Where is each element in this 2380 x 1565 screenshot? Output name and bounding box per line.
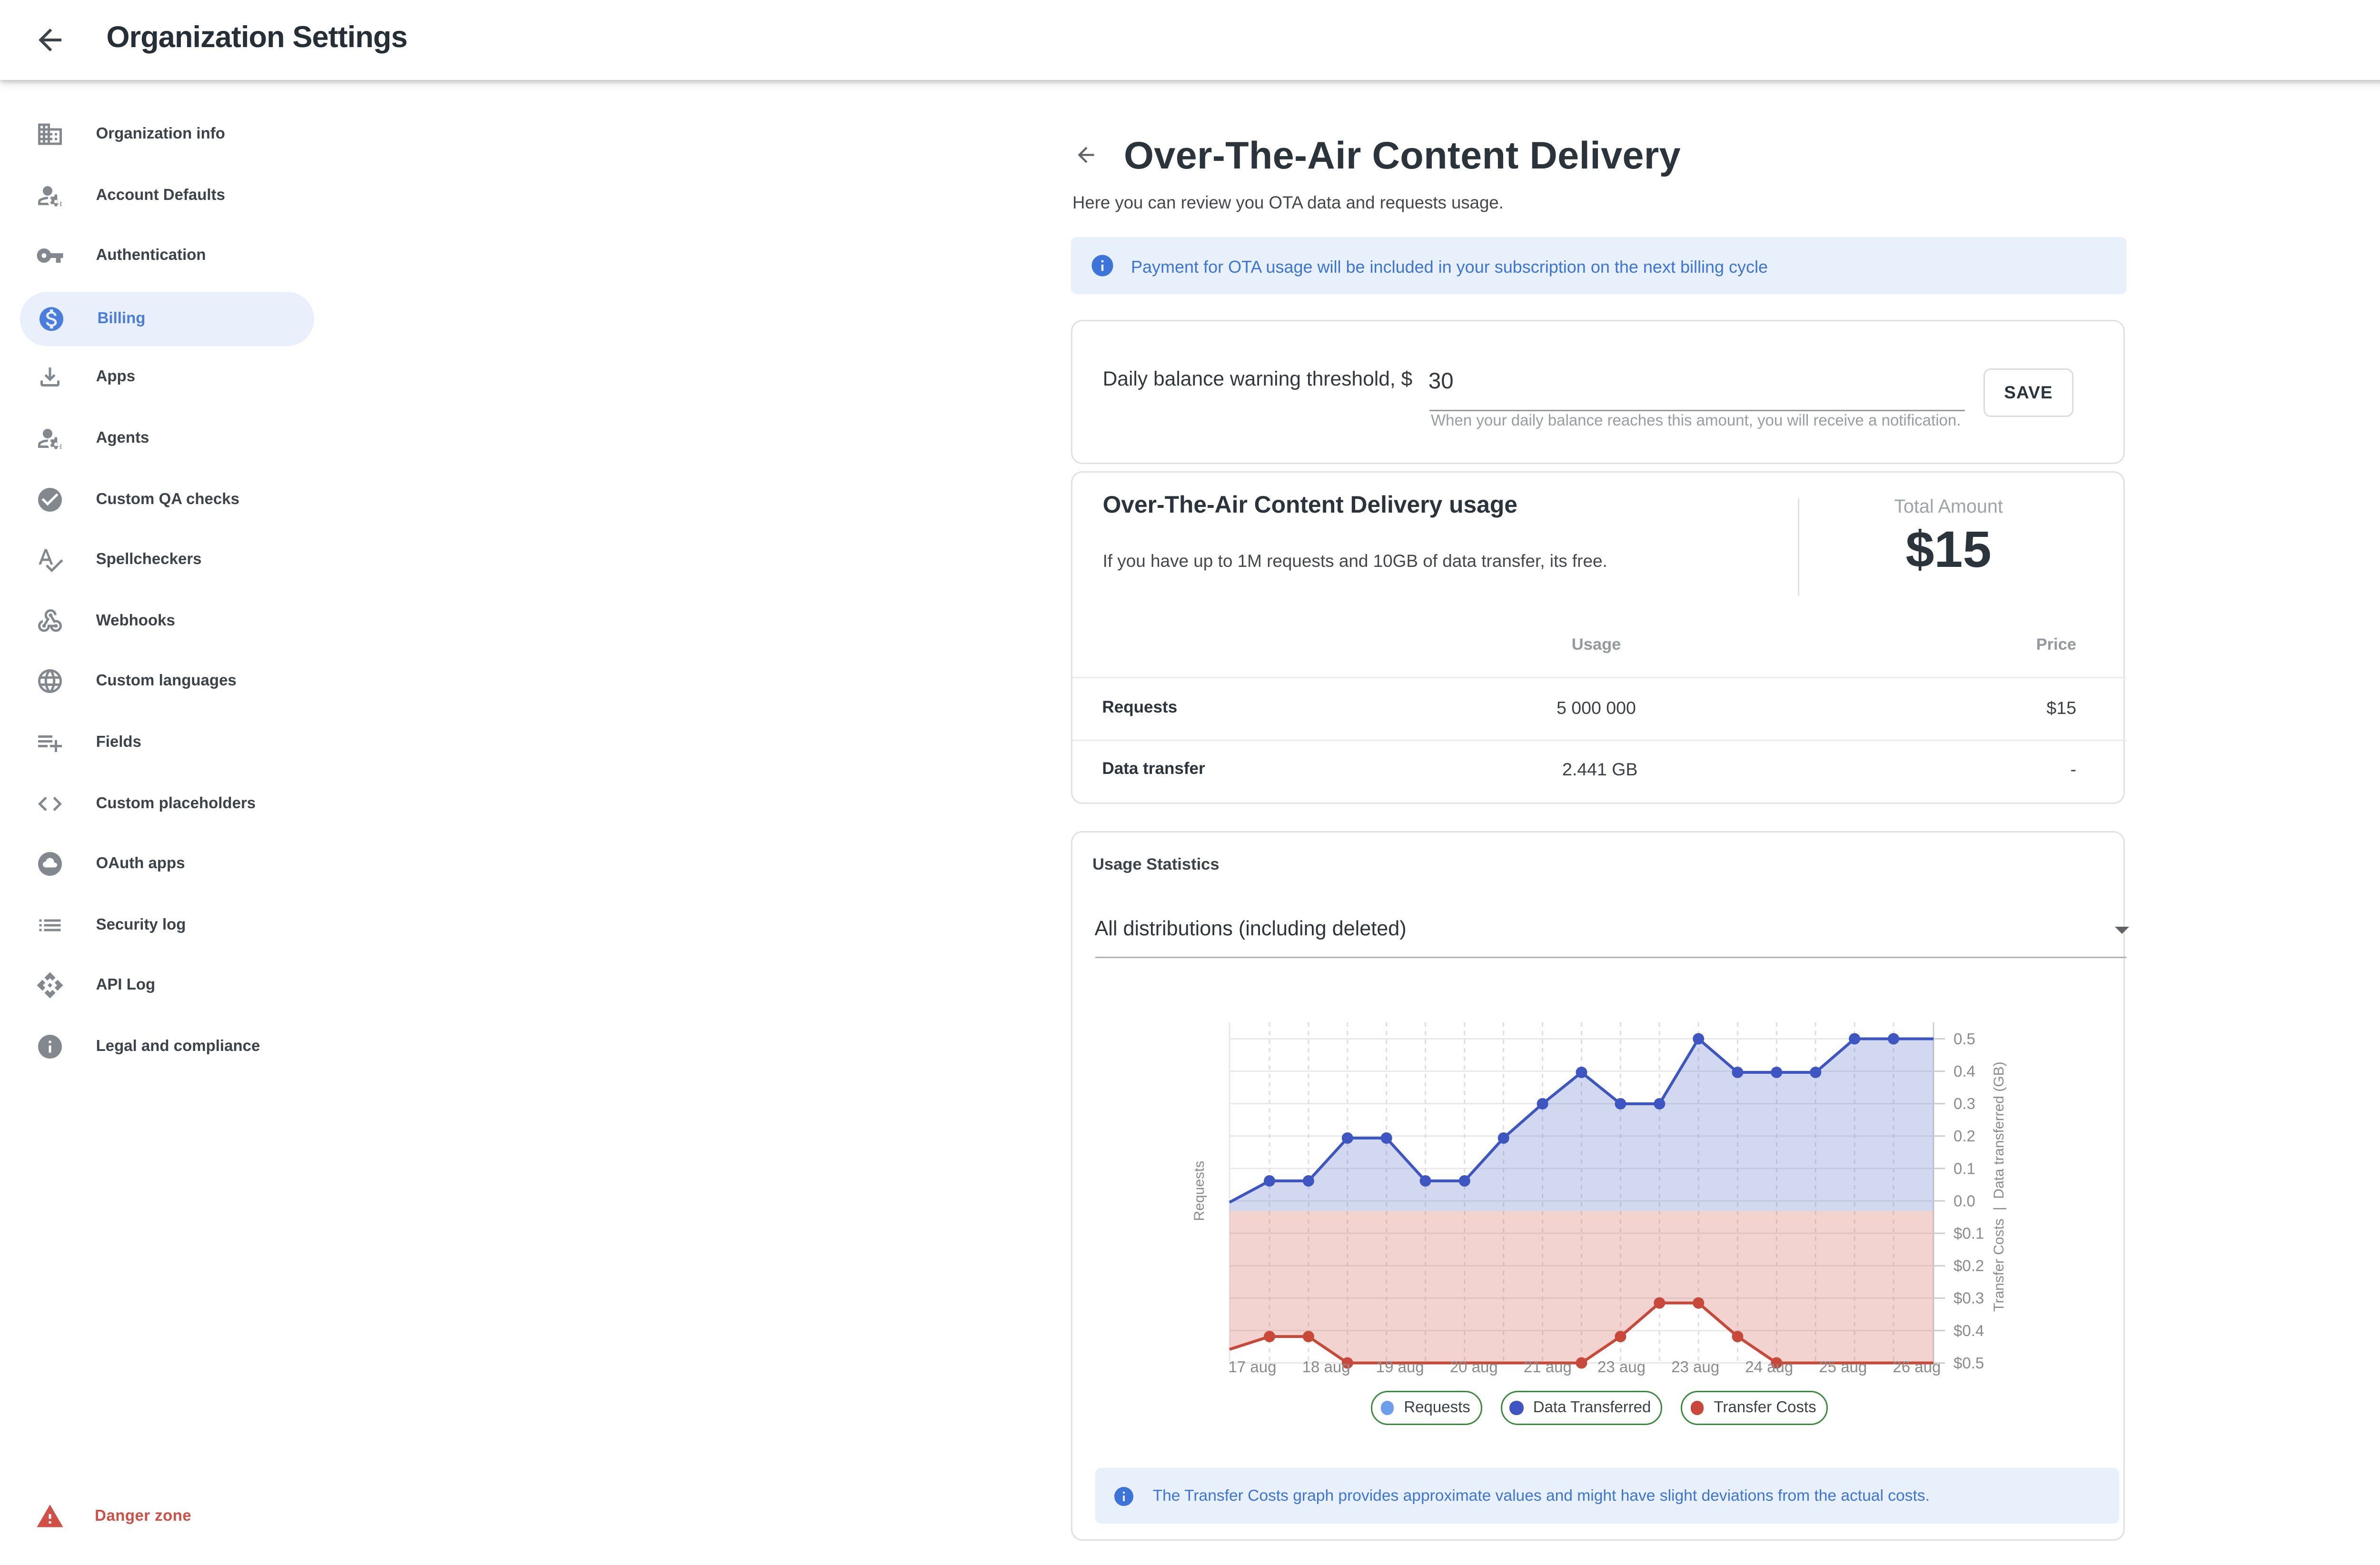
svg-text:$0.5: $0.5 xyxy=(1954,1354,1984,1372)
svg-text:17 aug: 17 aug xyxy=(1229,1358,1277,1376)
svg-text:26 aug: 26 aug xyxy=(1893,1358,1941,1376)
svg-text:19 aug: 19 aug xyxy=(1376,1358,1424,1376)
svg-text:18 aug: 18 aug xyxy=(1302,1358,1350,1376)
svg-text:$0.1: $0.1 xyxy=(1954,1225,1984,1242)
svg-text:25 aug: 25 aug xyxy=(1819,1358,1867,1376)
svg-text:23 aug: 23 aug xyxy=(1671,1358,1719,1376)
svg-text:0.0: 0.0 xyxy=(1954,1192,1975,1209)
svg-text:Transfer Costs | Data transf: Transfer Costs | Data transferred (GB) xyxy=(1991,1061,2007,1311)
svg-text:$0.4: $0.4 xyxy=(1954,1322,1984,1339)
svg-text:0.3: 0.3 xyxy=(1954,1095,1975,1112)
svg-text:23 aug: 23 aug xyxy=(1597,1358,1646,1376)
svg-text:$0.3: $0.3 xyxy=(1954,1289,1984,1307)
svg-text:$0.2: $0.2 xyxy=(1954,1257,1984,1275)
svg-text:0.2: 0.2 xyxy=(1954,1127,1975,1145)
svg-text:24 aug: 24 aug xyxy=(1745,1358,1793,1376)
svg-text:Requests: Requests xyxy=(1191,1161,1207,1221)
svg-text:21 aug: 21 aug xyxy=(1524,1358,1572,1376)
svg-text:0.4: 0.4 xyxy=(1954,1062,1975,1080)
svg-text:0.5: 0.5 xyxy=(1954,1030,1975,1048)
svg-text:20 aug: 20 aug xyxy=(1450,1358,1498,1376)
svg-text:0.1: 0.1 xyxy=(1954,1159,1975,1177)
